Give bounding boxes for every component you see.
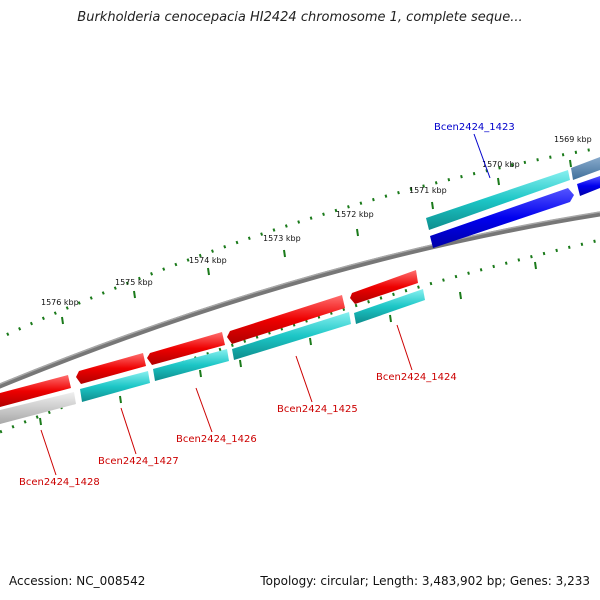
- gene-bcen2424-1427-forward-cds[interactable]: [76, 353, 146, 384]
- gene-label-bcen2424-1425[interactable]: Bcen2424_1425: [277, 404, 358, 415]
- gene-label-bcen2424-1423[interactable]: Bcen2424_1423: [434, 122, 515, 133]
- major-tick-marks: [39, 159, 572, 426]
- tick-label-1570: 1570 kbp: [482, 160, 520, 169]
- label-leader-lines: [40, 133, 491, 476]
- gene-bcen2424-1428-partial[interactable]: [0, 392, 76, 424]
- gene-bcen2424-1426-forward-cds[interactable]: [147, 332, 225, 365]
- gene-bcen2424-1423-reverse-cds[interactable]: [426, 170, 570, 230]
- gene-bcen2424-1428-forward-cds[interactable]: [0, 375, 71, 407]
- tick-label-1574: 1574 kbp: [189, 256, 227, 265]
- gene-bcen2424-1424-reverse-cds[interactable]: [354, 289, 425, 324]
- tick-label-1569: 1569 kbp: [554, 135, 592, 144]
- tick-label-1575: 1575 kbp: [115, 278, 153, 287]
- gene-label-bcen2424-1427[interactable]: Bcen2424_1427: [98, 456, 179, 467]
- gene-label-bcen2424-1424[interactable]: Bcen2424_1424: [376, 372, 457, 383]
- gene-bcen2424-1423[interactable]: [430, 188, 574, 248]
- partial-gene-blue[interactable]: [577, 176, 600, 196]
- tick-label-1576: 1576 kbp: [41, 298, 79, 307]
- gene-label-bcen2424-1426[interactable]: Bcen2424_1426: [176, 434, 257, 445]
- gene-bcen2424-1425-reverse-cds[interactable]: [232, 312, 351, 360]
- gene-bcen2424-1426-reverse-cds[interactable]: [153, 349, 229, 381]
- accession-text: Accession: NC_008542: [9, 574, 146, 588]
- map-title: Burkholderia cenocepacia HI2424 chromoso…: [77, 10, 523, 25]
- gene-label-bcen2424-1428[interactable]: Bcen2424_1428: [19, 477, 100, 488]
- partial-gene-steel[interactable]: [571, 157, 600, 180]
- gene-bcen2424-1427-reverse-cds[interactable]: [80, 371, 150, 402]
- genome-backbone: [0, 211, 600, 389]
- tick-label-1571: 1571 kbp: [409, 186, 447, 195]
- genome-info-text: Topology: circular; Length: 3,483,902 bp…: [260, 574, 590, 588]
- backbone-highlight: [0, 211, 600, 385]
- gene-bcen2424-1424-forward-cds[interactable]: [350, 270, 418, 304]
- gene-bcen2424-1425-forward-cds[interactable]: [227, 295, 345, 344]
- tick-label-1572: 1572 kbp: [336, 210, 374, 219]
- outer-tick-row: [0, 146, 600, 340]
- tick-label-1573: 1573 kbp: [263, 234, 301, 243]
